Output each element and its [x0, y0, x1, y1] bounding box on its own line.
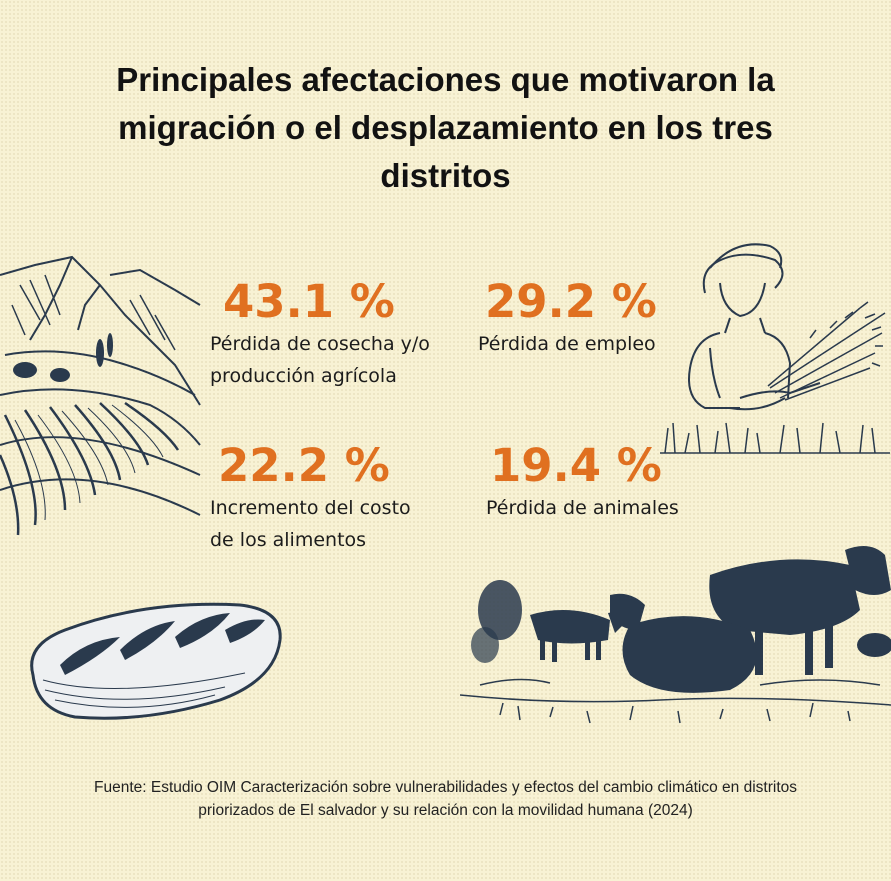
bread-loaf-illustration	[30, 602, 282, 720]
stat-label: Pérdida de animales	[486, 497, 679, 519]
stat-job-loss: 29.2 % Pérdida de empleo	[478, 276, 657, 360]
cattle-herd-illustration	[460, 546, 891, 724]
source-line: Fuente: Estudio OIM Caracterización sobr…	[94, 779, 797, 796]
source-note: Fuente: Estudio OIM Caracterización sobr…	[40, 776, 851, 822]
stat-value: 29.2 %	[485, 275, 657, 328]
stat-label: producción agrícola	[210, 365, 397, 387]
source-line: priorizados de El salvador y su relación…	[198, 802, 693, 819]
stat-label: Pérdida de empleo	[478, 333, 656, 355]
stat-value: 19.4 %	[490, 439, 662, 492]
page-title: Principales afectaciones que motivaron l…	[116, 61, 775, 194]
stat-label: Pérdida de cosecha y/o	[210, 333, 430, 355]
stat-value: 43.1 %	[223, 275, 395, 328]
stat-food-cost: 22.2 % Incremento del costo de los alime…	[210, 440, 411, 556]
hills-fields-illustration	[0, 255, 201, 536]
stat-crop-loss: 43.1 % Pérdida de cosecha y/o producción…	[210, 276, 430, 392]
stat-animal-loss: 19.4 % Pérdida de animales	[486, 440, 679, 524]
farmer-with-wheat-illustration	[660, 243, 890, 454]
stat-value: 22.2 %	[218, 439, 390, 492]
stat-label: de los alimentos	[210, 529, 367, 551]
stat-label: Incremento del costo	[210, 497, 411, 519]
